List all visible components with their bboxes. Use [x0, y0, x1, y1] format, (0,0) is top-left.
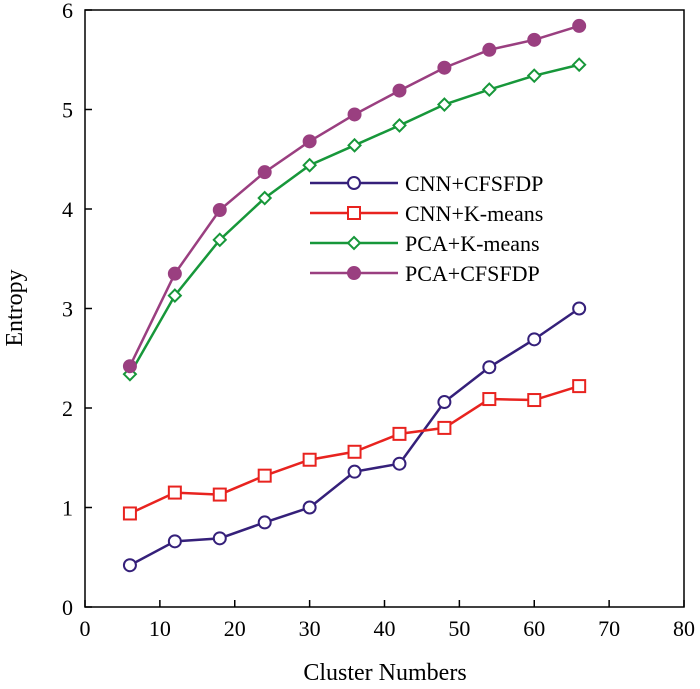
- y-tick-label: 1: [62, 496, 73, 521]
- data-point-circle: [527, 332, 542, 347]
- y-tick-label: 3: [62, 297, 73, 322]
- data-point-diamond: [167, 288, 183, 303]
- data-point-filled-circle: [302, 134, 317, 149]
- data-point-square: [482, 392, 497, 407]
- data-point-diamond: [257, 190, 273, 206]
- data-point-filled-circle: [572, 18, 587, 33]
- data-point-diamond: [212, 232, 228, 248]
- data-point-square: [392, 426, 407, 441]
- series-cnn-k-means: [122, 379, 587, 521]
- legend-label: CNN+K-means: [405, 201, 543, 226]
- axes: 0 10 20 30 40 50 60 70 80 0 1 2 3 4 5 6: [62, 0, 695, 641]
- x-tick-label: 30: [299, 616, 321, 641]
- data-point-square: [302, 452, 317, 467]
- legend-item: PCA+K-means: [310, 231, 540, 256]
- data-point-circle: [167, 534, 182, 549]
- x-tick-label: 70: [598, 616, 620, 641]
- series-pca-cfsfdp: [122, 18, 587, 374]
- series-line: [129, 307, 580, 567]
- data-point-circle: [572, 301, 587, 316]
- data-point-filled-circle: [347, 266, 361, 280]
- data-point-filled-circle: [527, 32, 542, 47]
- data-point-circle: [122, 558, 137, 573]
- y-axis-label: Entropy: [2, 269, 28, 346]
- series-cnn-cfsfdp: [122, 301, 587, 573]
- x-tick-label: 60: [523, 616, 545, 641]
- data-point-circle: [347, 176, 361, 190]
- data-point-filled-circle: [392, 83, 407, 98]
- x-tick-label: 80: [673, 616, 695, 641]
- data-point-diamond: [526, 68, 542, 84]
- legend: CNN+CFSFDP CNN+K-means PCA+K-means PCA+CFSF…: [310, 171, 543, 286]
- data-point-diamond: [436, 97, 452, 112]
- y-tick-label: 0: [62, 595, 73, 620]
- data-point-square: [212, 487, 227, 502]
- y-tick-label: 5: [62, 98, 73, 123]
- data-point-square: [437, 420, 452, 435]
- data-point-diamond: [392, 118, 407, 133]
- x-tick-label: 50: [448, 616, 470, 641]
- series-line: [128, 24, 580, 367]
- data-point-diamond: [347, 137, 362, 153]
- data-point-circle: [302, 500, 317, 515]
- y-tick-label: 4: [62, 197, 73, 222]
- legend-label: CNN+CFSFDP: [405, 171, 543, 196]
- legend-label: PCA+CFSFDP: [405, 261, 540, 286]
- series-pca-k-means: [122, 57, 587, 382]
- data-point-circle: [437, 395, 452, 410]
- data-point-circle: [257, 515, 272, 530]
- x-axis-label: Cluster Numbers: [303, 660, 466, 686]
- data-point-square: [527, 393, 542, 408]
- legend-item: CNN+K-means: [310, 201, 543, 226]
- data-point-circle: [482, 360, 497, 375]
- data-point-diamond: [571, 57, 587, 73]
- data-point-diamond: [302, 157, 318, 173]
- x-tick-label: 20: [224, 616, 246, 641]
- x-tick-label: 10: [149, 616, 171, 641]
- data-point-square: [347, 444, 362, 459]
- x-tick-label: 40: [374, 616, 396, 641]
- series-group: [122, 18, 587, 573]
- x-tick-label: 0: [80, 616, 91, 641]
- data-point-filled-circle: [257, 165, 272, 180]
- data-point-circle: [212, 531, 227, 546]
- legend-item: PCA+CFSFDP: [310, 261, 540, 286]
- data-point-square: [167, 485, 182, 500]
- data-point-filled-circle: [347, 107, 362, 122]
- data-point-diamond: [481, 82, 497, 98]
- data-point-square: [347, 206, 361, 220]
- data-point-diamond: [346, 235, 362, 251]
- data-point-square: [257, 468, 272, 483]
- data-point-circle: [347, 464, 362, 479]
- data-point-filled-circle: [122, 359, 137, 374]
- legend-item: CNN+CFSFDP: [310, 171, 543, 196]
- data-point-circle: [392, 456, 407, 471]
- data-point-square: [572, 379, 587, 394]
- data-point-filled-circle: [482, 42, 497, 57]
- data-point-filled-circle: [167, 266, 182, 281]
- data-point-filled-circle: [212, 202, 227, 217]
- y-tick-label: 6: [62, 0, 73, 23]
- y-tick-label: 2: [62, 396, 73, 421]
- data-point-filled-circle: [437, 60, 452, 75]
- data-point-square: [122, 506, 137, 521]
- legend-label: PCA+K-means: [405, 231, 540, 256]
